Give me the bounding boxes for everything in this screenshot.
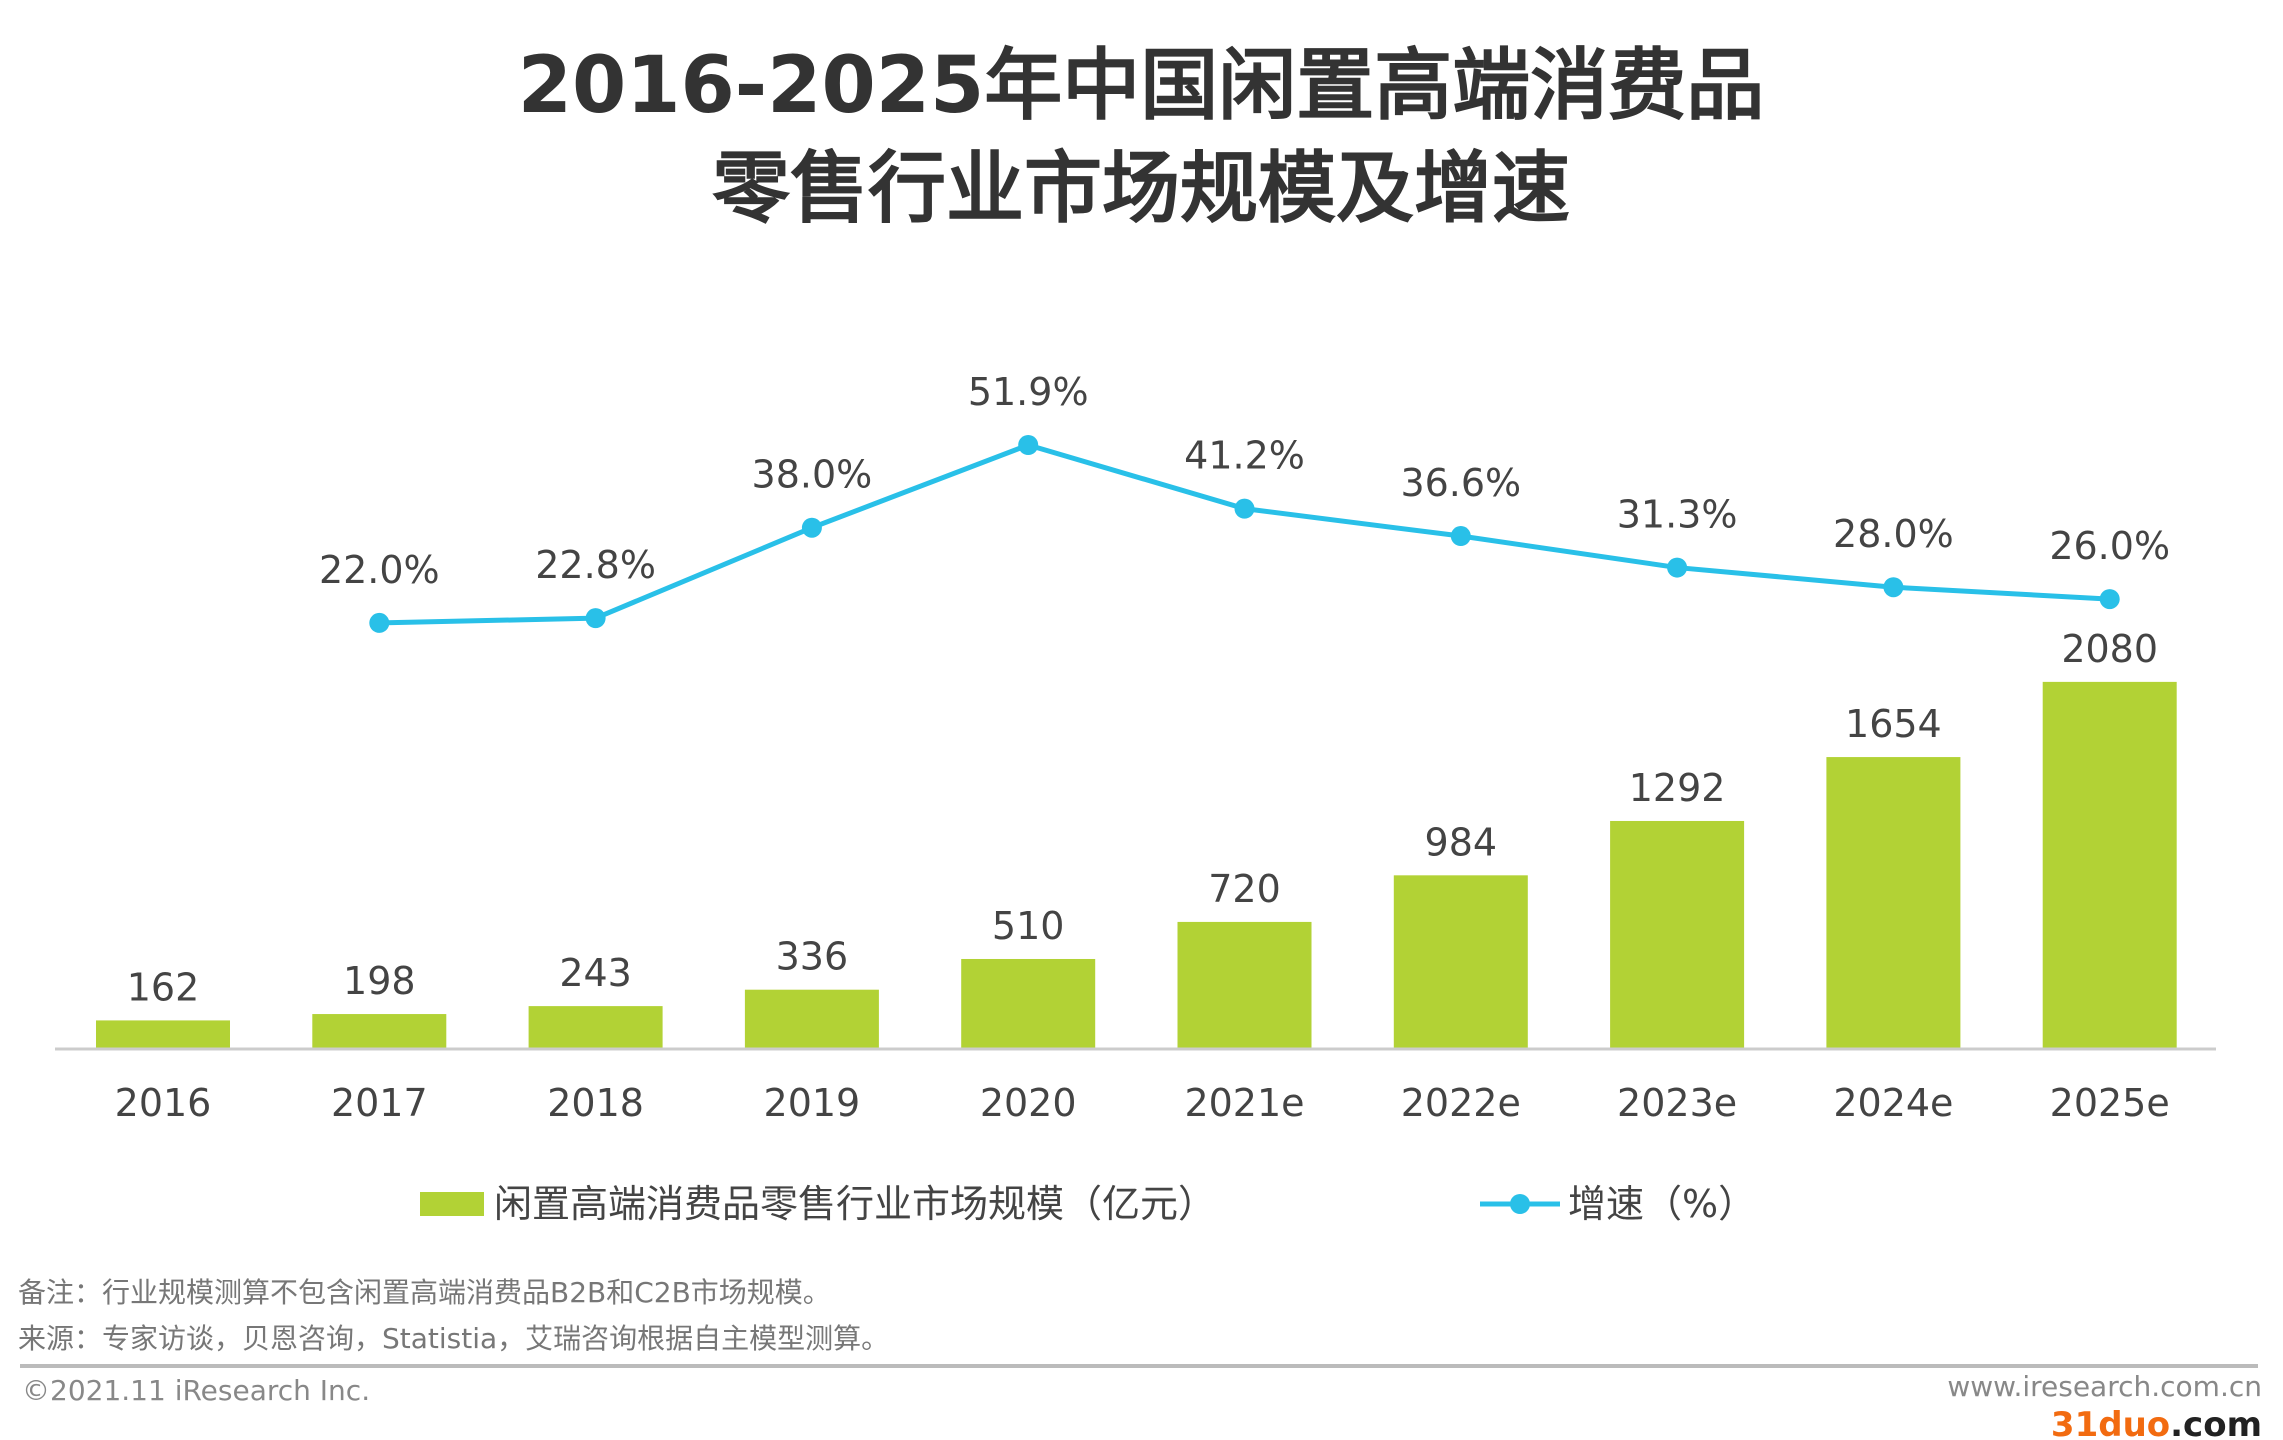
growth-value-label: 41.2% <box>1184 434 1305 478</box>
legend-line-marker <box>1510 1194 1530 1214</box>
bar-value-label: 720 <box>1208 867 1281 911</box>
chart-title-line-2: 零售行业市场规模及增速 <box>712 144 1570 234</box>
growth-value-label: 51.9% <box>968 370 1089 414</box>
x-tick-label: 2022e <box>1401 1081 1521 1125</box>
growth-point-2025e <box>2099 589 2120 610</box>
watermark-suffix: .com <box>2170 1405 2262 1440</box>
growth-point-2017 <box>369 612 390 633</box>
x-tick-label: 2017 <box>331 1081 428 1125</box>
bar-2021e <box>1177 921 1312 1049</box>
note-source: 来源：专家访谈，贝恩咨询，Statistia，艾瑞咨询根据自主模型测算。 <box>18 1322 889 1355</box>
bar-value-label: 2080 <box>2061 627 2158 671</box>
x-tick-label: 2016 <box>115 1081 212 1125</box>
legend-bar-swatch <box>420 1192 484 1216</box>
x-tick-label: 2018 <box>547 1081 644 1125</box>
watermark-main: 31duo <box>2051 1405 2170 1440</box>
chart-title-line-1: 2016-2025年中国闲置高端消费品 <box>518 41 1765 131</box>
growth-value-label: 28.0% <box>1833 512 1954 556</box>
website: www.iresearch.com.cn <box>1947 1370 2262 1403</box>
growth-value-label: 31.3% <box>1617 493 1738 537</box>
bar-2023e <box>1610 820 1745 1049</box>
legend-line-label: 增速（%） <box>1568 1182 1756 1226</box>
watermark: 31duo.com <box>2051 1405 2262 1440</box>
bar-value-label: 510 <box>992 904 1065 948</box>
bar-value-label: 198 <box>343 959 416 1003</box>
growth-point-2019 <box>801 517 822 538</box>
bar-2019 <box>744 989 879 1049</box>
bar-value-label: 1292 <box>1629 766 1726 810</box>
growth-value-label: 26.0% <box>2049 524 2170 568</box>
bar-2024e <box>1826 757 1961 1049</box>
bar-2022e <box>1393 875 1528 1049</box>
bar-2020 <box>961 958 1096 1049</box>
x-tick-label: 2020 <box>980 1081 1077 1125</box>
legend: 闲置高端消费品零售行业市场规模（亿元） 增速（%） <box>420 1182 1756 1226</box>
bar-value-label: 243 <box>559 951 632 995</box>
x-tick-label: 2021e <box>1184 1081 1304 1125</box>
x-tick-label: 2023e <box>1617 1081 1737 1125</box>
growth-point-2020 <box>1018 435 1039 455</box>
growth-value-label: 22.8% <box>535 543 656 587</box>
bar-value-label: 1654 <box>1845 702 1942 746</box>
bar-2025e <box>2042 681 2177 1049</box>
bar-value-label: 162 <box>127 965 200 1009</box>
x-tick-label: 2019 <box>764 1081 861 1125</box>
growth-point-2024e <box>1883 577 1904 598</box>
growth-value-label: 36.6% <box>1400 461 1521 505</box>
growth-value-label: 22.0% <box>319 548 440 592</box>
x-tick-label: 2025e <box>2050 1081 2170 1125</box>
bar-value-label: 336 <box>776 935 849 979</box>
bar-2016 <box>96 1020 230 1049</box>
note-remark: 备注：行业规模测算不包含闲置高端消费品B2B和C2B市场规模。 <box>18 1276 831 1309</box>
bar-value-label: 984 <box>1425 820 1498 864</box>
growth-point-2022e <box>1450 526 1471 547</box>
bar-2017 <box>312 1014 447 1049</box>
x-tick-label: 2024e <box>1833 1081 1953 1125</box>
growth-point-2018 <box>585 608 606 629</box>
growth-value-label: 38.0% <box>752 453 873 497</box>
bar-2018 <box>528 1006 663 1049</box>
legend-bar-label: 闲置高端消费品零售行业市场规模（亿元） <box>494 1182 1216 1226</box>
copyright: ©2021.11 iResearch Inc. <box>22 1374 370 1407</box>
growth-point-2021e <box>1234 498 1255 519</box>
growth-point-2023e <box>1667 557 1688 578</box>
